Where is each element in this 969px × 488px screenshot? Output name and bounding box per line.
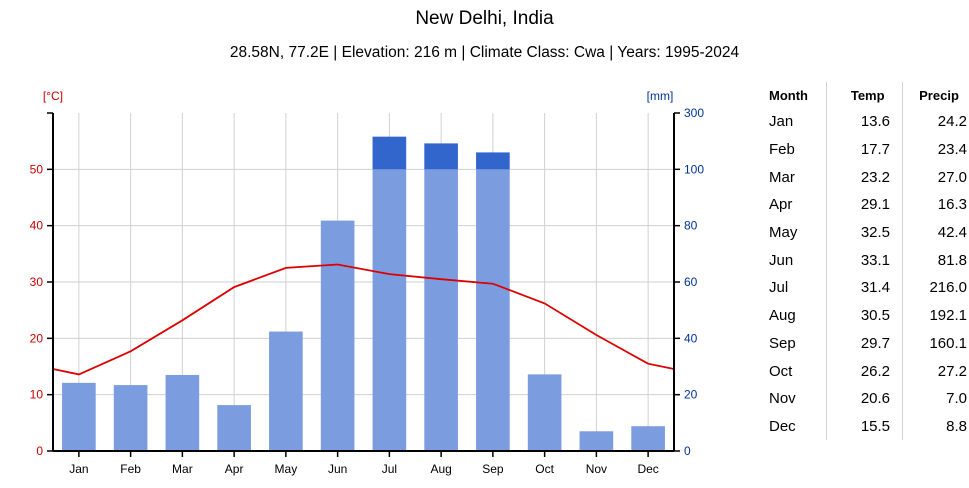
cell-temp: 30.5: [826, 301, 904, 330]
table-row: Mar 23.2 27.0: [762, 163, 969, 192]
y-left-unit-label: [°C]: [43, 89, 63, 103]
cell-temp: 17.7: [826, 135, 904, 164]
x-tick-label: Jun: [328, 462, 347, 476]
table-row: Jul 31.4 216.0: [762, 274, 969, 302]
header-precip: Precip: [919, 87, 959, 103]
y-right-tick-label: 100: [684, 162, 704, 176]
precip-bar: [62, 382, 96, 451]
table-row: Dec 15.5 8.8: [762, 412, 969, 441]
y-right-tick-label: 20: [684, 388, 698, 402]
precip-bar: [424, 169, 458, 452]
table-row: Jun 33.1 81.8: [762, 246, 969, 275]
table-row: Feb 17.7 23.4: [762, 135, 969, 164]
y-left-tick-label: 0: [36, 444, 43, 458]
table-row: Aug 30.5 192.1: [762, 301, 969, 330]
y-left-tick-label: 20: [30, 331, 44, 345]
table-row: Nov 20.6 7.0: [762, 384, 969, 413]
y-right-tick-label: 60: [684, 275, 698, 289]
precip-bar: [113, 385, 148, 451]
x-tick-label: Mar: [172, 462, 193, 476]
cell-month: Nov: [762, 384, 828, 413]
cell-temp: 33.1: [826, 246, 904, 275]
y-left-tick-label: 30: [30, 275, 44, 289]
cell-temp: 32.5: [826, 218, 904, 247]
cell-temp: 15.5: [826, 412, 904, 441]
cell-month: Aug: [762, 301, 828, 330]
cell-month: Jun: [762, 246, 828, 275]
cell-precip: 216.0: [929, 279, 967, 297]
precip-bar-excess: [424, 143, 458, 170]
cell-precip: 8.8: [946, 417, 967, 435]
table-row: May 32.5 42.4: [762, 218, 969, 247]
temperature-line: [52, 263, 675, 376]
cell-month: Jan: [762, 108, 828, 136]
precip-bar: [476, 169, 510, 452]
x-tick-label: Oct: [535, 462, 554, 476]
x-tick-label: May: [275, 462, 298, 476]
x-tick-label: Sep: [482, 462, 504, 476]
table-row: Jan 13.6 24.2: [762, 108, 969, 136]
chart-title: New Delhi, India: [415, 8, 554, 29]
y-right-tick-label: 0: [684, 444, 691, 458]
cell-temp: 29.1: [826, 191, 904, 219]
chart-subtitle: 28.58N, 77.2E | Elevation: 216 m | Clima…: [229, 44, 740, 61]
header-temp: Temp: [826, 82, 904, 108]
cell-precip: 27.2: [937, 362, 967, 380]
cell-precip: 42.4: [937, 224, 967, 242]
precip-bar: [527, 374, 562, 451]
precip-bar: [631, 426, 665, 451]
x-tick-label: Apr: [225, 462, 244, 476]
precip-bar: [579, 431, 614, 451]
y-right-unit-label: [mm]: [647, 89, 674, 103]
x-tick-label: Aug: [430, 462, 451, 476]
cell-temp: 29.7: [826, 329, 904, 358]
cell-temp: 31.4: [826, 274, 904, 302]
cell-precip: 7.0: [946, 390, 967, 408]
y-left-tick-label: 50: [30, 162, 44, 176]
y-right-tick-label: 40: [684, 331, 698, 345]
precip-bar: [269, 331, 303, 451]
precip-bar: [165, 374, 200, 451]
x-tick-label: Feb: [120, 462, 141, 476]
cell-precip: 23.4: [937, 141, 967, 159]
cell-precip: 192.1: [929, 307, 967, 325]
cell-temp: 13.6: [826, 108, 904, 136]
y-left-tick-label: 10: [30, 388, 44, 402]
x-tick-label: Jan: [69, 462, 88, 476]
climate-table: Month Temp Precip Jan 13.6 24.2 Feb 17.7 23.4…: [762, 82, 969, 441]
precip-bar: [372, 169, 407, 452]
cell-month: Sep: [762, 329, 828, 358]
cell-month: Mar: [762, 163, 828, 192]
precip-bar-excess: [372, 136, 407, 170]
cell-temp: 26.2: [826, 357, 904, 385]
y-left-tick-label: 40: [30, 219, 44, 233]
table-row: Apr 29.1 16.3: [762, 191, 969, 219]
precip-bar: [217, 405, 251, 451]
x-tick-label: Jul: [382, 462, 397, 476]
cell-month: May: [762, 218, 828, 247]
y-right-tick-label: 300: [684, 106, 704, 120]
cell-precip: 24.2: [937, 113, 967, 131]
precip-bar-excess: [476, 152, 510, 170]
table-row: Sep 29.7 160.1: [762, 329, 969, 358]
cell-precip: 81.8: [937, 251, 967, 269]
cell-month: Dec: [762, 412, 828, 441]
cell-month: Oct: [762, 357, 828, 385]
cell-month: Apr: [762, 191, 828, 219]
cell-month: Jul: [762, 274, 828, 302]
y-right-tick-label: 80: [684, 219, 698, 233]
cell-month: Feb: [762, 135, 828, 164]
x-tick-label: Dec: [637, 462, 658, 476]
header-month: Month: [762, 82, 828, 108]
cell-temp: 20.6: [826, 384, 904, 413]
cell-precip: 160.1: [929, 334, 967, 352]
cell-precip: 27.0: [937, 168, 967, 186]
precip-bar: [320, 220, 355, 451]
cell-temp: 23.2: [826, 163, 904, 192]
table-row: Oct 26.2 27.2: [762, 357, 969, 385]
table-header-row: Month Temp Precip: [762, 82, 969, 108]
cell-precip: 16.3: [937, 196, 967, 214]
x-tick-label: Nov: [586, 462, 607, 476]
